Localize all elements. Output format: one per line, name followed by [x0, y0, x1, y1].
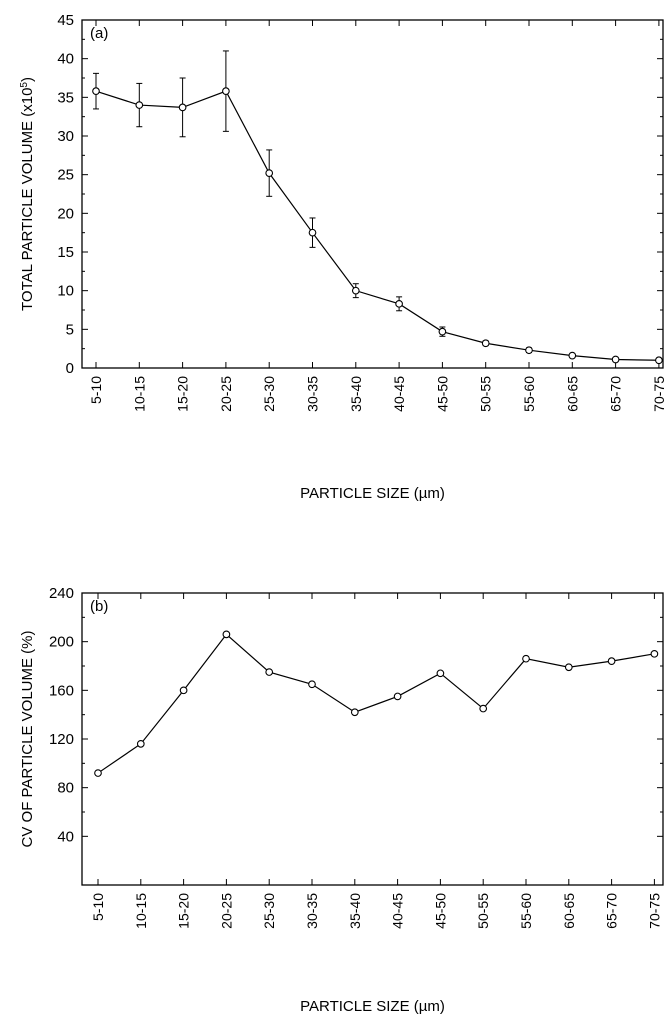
a-y-tick-label: 30 — [57, 128, 74, 145]
b-x-tick-label: 30-35 — [304, 893, 320, 929]
b-y-tick-label: 240 — [49, 585, 74, 602]
a-x-tick-label: 15-20 — [175, 376, 191, 412]
b-x-tick-label: 5-10 — [90, 893, 106, 921]
a-y-tick-label: 5 — [66, 321, 74, 338]
a-y-tick-label: 10 — [57, 283, 74, 300]
a-plot-frame — [81, 19, 664, 369]
a-y-tick-label: 45 — [57, 12, 74, 29]
a-series-line — [95, 90, 659, 361]
b-series-line — [97, 633, 655, 774]
b-data-point — [136, 740, 145, 748]
b-x-tick-label: 50-55 — [475, 893, 491, 929]
panel-b-y-axis-label: CV OF PARTICLE VOLUME (%) — [19, 631, 36, 848]
a-x-tick-label: 70-75 — [651, 376, 667, 412]
b-x-tick-label: 10-15 — [133, 893, 149, 929]
panel-b-label: (b) — [90, 598, 108, 615]
a-data-point — [351, 286, 360, 295]
b-x-tick-label: 20-25 — [218, 893, 234, 929]
b-data-point — [393, 692, 402, 701]
b-x-tick-label: 40-45 — [390, 893, 406, 929]
a-data-point — [611, 355, 620, 364]
a-y-tick-label: 20 — [57, 205, 74, 222]
b-y-tick-label: 80 — [57, 780, 74, 797]
b-x-tick-label: 55-60 — [518, 893, 534, 929]
b-y-tick-label: 40 — [57, 828, 74, 845]
a-data-point — [308, 228, 317, 237]
a-x-tick-label: 45-50 — [434, 376, 450, 412]
b-x-tick-label: 35-40 — [347, 893, 363, 929]
b-plot-frame — [81, 592, 664, 886]
panel-a-label: (a) — [90, 25, 108, 42]
b-data-point — [179, 686, 188, 695]
a-data-point — [525, 346, 533, 355]
a-data-point — [265, 169, 274, 177]
a-y-tick-label: 40 — [57, 51, 74, 68]
a-y-tick-label: 15 — [57, 244, 74, 261]
a-y-tick-label: 35 — [57, 89, 74, 106]
a-x-tick-label: 65-70 — [608, 376, 624, 412]
a-x-tick-label: 40-45 — [391, 376, 407, 412]
panel-a-y-axis-label-main: TOTAL PARTICLE VOLUME (x10 — [19, 88, 36, 311]
b-data-point — [479, 704, 488, 713]
b-y-tick-label: 160 — [49, 682, 74, 699]
b-data-point — [607, 657, 616, 665]
b-x-tick-label: 25-30 — [261, 893, 277, 929]
panel-a-y-axis-label-close: ) — [19, 77, 36, 82]
b-x-tick-label: 70-75 — [646, 893, 662, 929]
a-data-point — [481, 339, 490, 348]
a-x-tick-label: 10-15 — [131, 376, 147, 412]
a-data-point — [135, 101, 144, 109]
a-y-tick-label: 0 — [66, 360, 74, 377]
a-x-tick-label: 50-55 — [478, 376, 494, 412]
a-data-point — [655, 356, 663, 365]
a-data-point — [395, 299, 403, 308]
b-data-point — [522, 654, 530, 663]
a-data-point — [92, 87, 100, 95]
panel-b-chart: (b) CV OF PARTICLE VOLUME (%) PARTICLE S… — [19, 585, 664, 1015]
a-x-tick-label: 5-10 — [88, 376, 104, 404]
panel-a-chart: (a) TOTAL PARTICLE VOLUME (x105) PARTICL… — [19, 12, 667, 502]
a-x-tick-label: 35-40 — [348, 376, 364, 412]
b-data-point — [650, 649, 659, 658]
b-y-tick-label: 120 — [49, 731, 74, 748]
a-data-point — [178, 103, 187, 112]
panel-a-y-axis-label-exponent: 5 — [19, 82, 30, 88]
b-data-point — [350, 708, 359, 717]
a-x-tick-label: 55-60 — [521, 376, 537, 412]
panel-a-y-axis-label: TOTAL PARTICLE VOLUME (x105) — [19, 77, 37, 311]
panel-a-x-axis-label: PARTICLE SIZE (µm) — [300, 485, 445, 502]
b-data-point — [564, 663, 573, 672]
b-data-point — [222, 630, 231, 639]
b-x-tick-label: 45-50 — [432, 893, 448, 929]
a-data-point — [438, 327, 447, 336]
a-x-tick-label: 60-65 — [564, 376, 580, 412]
b-data-point — [265, 668, 274, 676]
b-x-tick-label: 60-65 — [561, 893, 577, 929]
b-data-point — [308, 680, 316, 689]
a-y-tick-label: 25 — [57, 167, 74, 184]
b-x-tick-label: 65-70 — [604, 893, 620, 929]
a-x-tick-label: 25-30 — [261, 376, 277, 412]
b-data-point — [436, 669, 445, 678]
panel-b-x-axis-label: PARTICLE SIZE (µm) — [300, 998, 445, 1015]
b-x-tick-label: 15-20 — [176, 893, 192, 929]
b-y-tick-label: 200 — [49, 634, 74, 651]
b-data-point — [94, 769, 102, 777]
a-x-tick-label: 20-25 — [218, 376, 234, 412]
a-data-point — [222, 87, 230, 95]
a-data-point — [568, 351, 577, 360]
a-x-tick-label: 30-35 — [305, 376, 321, 412]
